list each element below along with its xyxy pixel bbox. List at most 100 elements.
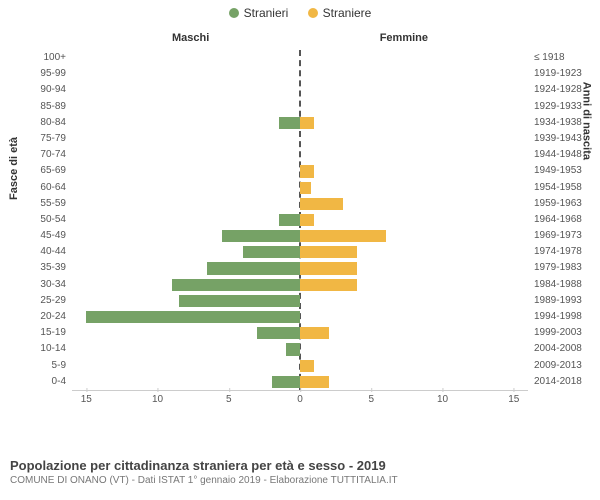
x-tick: 5	[226, 394, 232, 405]
year-label: 1949-1953	[528, 165, 582, 176]
bar-female	[300, 230, 386, 242]
bar-male	[257, 327, 300, 339]
age-label: 30-34	[40, 279, 72, 290]
age-label: 55-59	[40, 198, 72, 209]
age-label: 70-74	[40, 149, 72, 160]
year-label: 2004-2008	[528, 343, 582, 354]
bar-male	[222, 230, 300, 242]
pyramid-row: 85-891929-1933	[72, 99, 528, 115]
pyramid-row: 10-142004-2008	[72, 341, 528, 357]
bar-female	[300, 279, 357, 291]
chart-title: Popolazione per cittadinanza straniera p…	[10, 458, 590, 473]
pyramid-row: 95-991919-1923	[72, 66, 528, 82]
age-label: 15-19	[40, 327, 72, 338]
bar-female	[300, 246, 357, 258]
pyramid-row: 65-691949-1953	[72, 163, 528, 179]
chart-subtitle: COMUNE DI ONANO (VT) - Dati ISTAT 1° gen…	[10, 475, 590, 486]
pyramid-row: 100+≤ 1918	[72, 50, 528, 66]
bar-male	[272, 376, 301, 388]
header-male: Maschi	[172, 32, 209, 44]
bar-female	[300, 117, 314, 129]
year-label: 1999-2003	[528, 327, 582, 338]
year-label: 1954-1958	[528, 182, 582, 193]
year-label: 1934-1938	[528, 117, 582, 128]
year-label: 1939-1943	[528, 133, 582, 144]
age-label: 75-79	[40, 133, 72, 144]
legend-female: Straniere	[308, 6, 372, 20]
x-tick: 10	[152, 394, 163, 405]
bar-female	[300, 327, 329, 339]
bar-female	[300, 376, 329, 388]
legend-male: Stranieri	[229, 6, 289, 20]
year-label: 1959-1963	[528, 198, 582, 209]
age-label: 100+	[43, 52, 72, 63]
bar-male	[279, 117, 300, 129]
x-axis: 15105051015	[72, 390, 528, 408]
legend-male-label: Stranieri	[244, 6, 289, 20]
bar-male	[86, 311, 300, 323]
pyramid-row: 75-791939-1943	[72, 131, 528, 147]
bar-male	[286, 343, 300, 355]
year-label: 1964-1968	[528, 214, 582, 225]
age-label: 20-24	[40, 311, 72, 322]
pyramid-row: 5-92009-2013	[72, 358, 528, 374]
bar-female	[300, 360, 314, 372]
year-label: 1994-1998	[528, 311, 582, 322]
age-label: 35-39	[40, 262, 72, 273]
age-label: 60-64	[40, 182, 72, 193]
bar-male	[243, 246, 300, 258]
age-label: 45-49	[40, 230, 72, 241]
age-label: 10-14	[40, 343, 72, 354]
plot: 100+≤ 191895-991919-192390-941924-192885…	[72, 50, 528, 391]
legend-swatch-male	[229, 8, 239, 18]
year-label: 1919-1923	[528, 68, 582, 79]
pyramid-row: 15-191999-2003	[72, 325, 528, 341]
year-label: 1979-1983	[528, 262, 582, 273]
year-label: 1929-1933	[528, 101, 582, 112]
pyramid-row: 20-241994-1998	[72, 309, 528, 325]
pyramid-row: 40-441974-1978	[72, 244, 528, 260]
x-tick: 10	[437, 394, 448, 405]
bar-male	[172, 279, 300, 291]
bar-male	[279, 214, 300, 226]
year-label: 1974-1978	[528, 246, 582, 257]
header-female: Femmine	[380, 32, 428, 44]
age-label: 0-4	[52, 376, 72, 387]
pyramid-row: 45-491969-1973	[72, 228, 528, 244]
pyramid-row: 80-841934-1938	[72, 115, 528, 131]
year-label: 1969-1973	[528, 230, 582, 241]
bar-female	[300, 165, 314, 177]
x-tick: 15	[508, 394, 519, 405]
bar-female	[300, 198, 343, 210]
age-label: 25-29	[40, 295, 72, 306]
year-label: 1984-1988	[528, 279, 582, 290]
bar-male	[207, 262, 300, 274]
age-label: 40-44	[40, 246, 72, 257]
age-label: 90-94	[40, 84, 72, 95]
age-label: 65-69	[40, 165, 72, 176]
legend-swatch-female	[308, 8, 318, 18]
legend-female-label: Straniere	[323, 6, 372, 20]
age-label: 80-84	[40, 117, 72, 128]
pyramid-row: 50-541964-1968	[72, 212, 528, 228]
year-label: ≤ 1918	[528, 52, 565, 63]
pyramid-row: 70-741944-1948	[72, 147, 528, 163]
age-label: 95-99	[40, 68, 72, 79]
age-label: 5-9	[52, 360, 72, 371]
pyramid-row: 90-941924-1928	[72, 82, 528, 98]
bar-female	[300, 262, 357, 274]
year-label: 2009-2013	[528, 360, 582, 371]
age-label: 85-89	[40, 101, 72, 112]
pyramid-row: 25-291989-1993	[72, 293, 528, 309]
bar-female	[300, 214, 314, 226]
footer: Popolazione per cittadinanza straniera p…	[10, 458, 590, 486]
legend: Stranieri Straniere	[0, 0, 600, 21]
y-axis-title-left: Fasce di età	[8, 137, 20, 200]
bar-female	[300, 182, 311, 194]
chart-area: Maschi Femmine 100+≤ 191895-991919-19239…	[72, 32, 528, 424]
pyramid-row: 55-591959-1963	[72, 196, 528, 212]
year-label: 1924-1928	[528, 84, 582, 95]
year-label: 1989-1993	[528, 295, 582, 306]
x-tick: 0	[297, 394, 303, 405]
pyramid-row: 60-641954-1958	[72, 180, 528, 196]
